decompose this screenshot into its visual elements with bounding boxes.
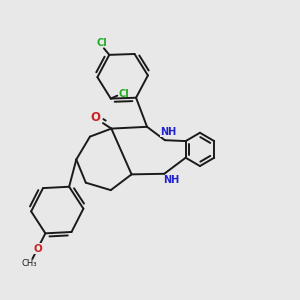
Text: Cl: Cl — [96, 38, 107, 48]
Text: Cl: Cl — [118, 89, 129, 99]
Text: O: O — [90, 111, 100, 124]
Text: NH: NH — [164, 175, 180, 185]
Text: CH₃: CH₃ — [22, 259, 37, 268]
Text: NH: NH — [160, 127, 177, 137]
Text: O: O — [33, 244, 42, 254]
